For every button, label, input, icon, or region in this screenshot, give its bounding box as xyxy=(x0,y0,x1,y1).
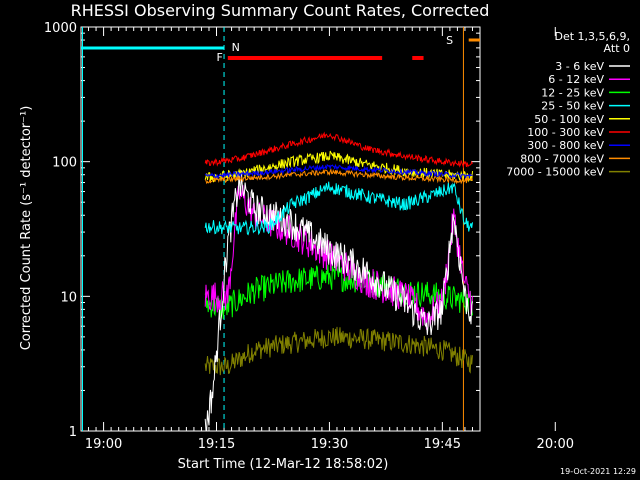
series-line-2 xyxy=(204,264,473,320)
flare-flag-label: F xyxy=(217,51,223,64)
generation-timestamp: 19-Oct-2021 12:29 xyxy=(560,467,636,476)
series-line-6 xyxy=(204,163,473,180)
night-flag-label: N xyxy=(232,41,240,54)
plot-area: 110100100019:0019:1519:3019:4520:0020:15… xyxy=(44,21,640,452)
series-line-0-segment-2 xyxy=(578,218,640,405)
legend-entry-label: 3 - 6 keV xyxy=(555,60,604,73)
chart-title: RHESSI Observing Summary Count Rates, Co… xyxy=(71,1,490,20)
series-line-0 xyxy=(204,170,473,431)
legend-header-line-1: Det 1,3,5,6,9, xyxy=(554,30,630,43)
x-tick-label: 19:30 xyxy=(311,437,348,452)
legend-entry-label: 800 - 7000 keV xyxy=(520,152,604,165)
legend-entry-label: 25 - 50 keV xyxy=(541,100,604,113)
x-tick-label: 19:45 xyxy=(424,437,461,452)
legend-entry-label: 12 - 25 keV xyxy=(541,86,604,99)
data-group: NF S xyxy=(81,27,640,431)
series-line-3-segment-2 xyxy=(578,222,640,237)
series-line-3 xyxy=(204,181,473,236)
series-line-7-segment-2 xyxy=(578,178,640,185)
series-line-7 xyxy=(204,168,473,185)
saa-flag-label: S xyxy=(446,34,453,47)
legend-entry-label: 100 - 300 keV xyxy=(527,126,604,139)
legend-entry-label: 7000 - 15000 keV xyxy=(506,166,604,179)
series-line-5 xyxy=(204,131,473,169)
legend-entry-label: 6 - 12 keV xyxy=(548,73,604,86)
x-tick-label: 20:00 xyxy=(537,437,574,452)
legend-entry-label: 300 - 800 keV xyxy=(527,139,604,152)
y-tick-label: 1 xyxy=(69,425,77,440)
x-tick-label: 19:00 xyxy=(85,437,122,452)
x-axis-label: Start Time (12-Mar-12 18:58:02) xyxy=(178,457,389,472)
y-tick-label: 100 xyxy=(52,156,77,171)
series-line-8-segment-2 xyxy=(578,333,640,372)
x-tick-label: 19:15 xyxy=(198,437,235,452)
legend-entry-label: 50 - 100 keV xyxy=(534,113,604,126)
y-tick-label: 10 xyxy=(60,290,77,305)
series-line-1-segment-2 xyxy=(578,199,640,315)
series-line-2-segment-2 xyxy=(578,271,640,320)
legend-header-line-2: Att 0 xyxy=(604,42,630,55)
plot-frame xyxy=(80,26,481,432)
series-line-8 xyxy=(204,326,473,376)
y-tick-label: 1000 xyxy=(44,21,77,36)
y-axis-label: Corrected Count Rate (s⁻¹ detector⁻¹) xyxy=(19,106,34,351)
